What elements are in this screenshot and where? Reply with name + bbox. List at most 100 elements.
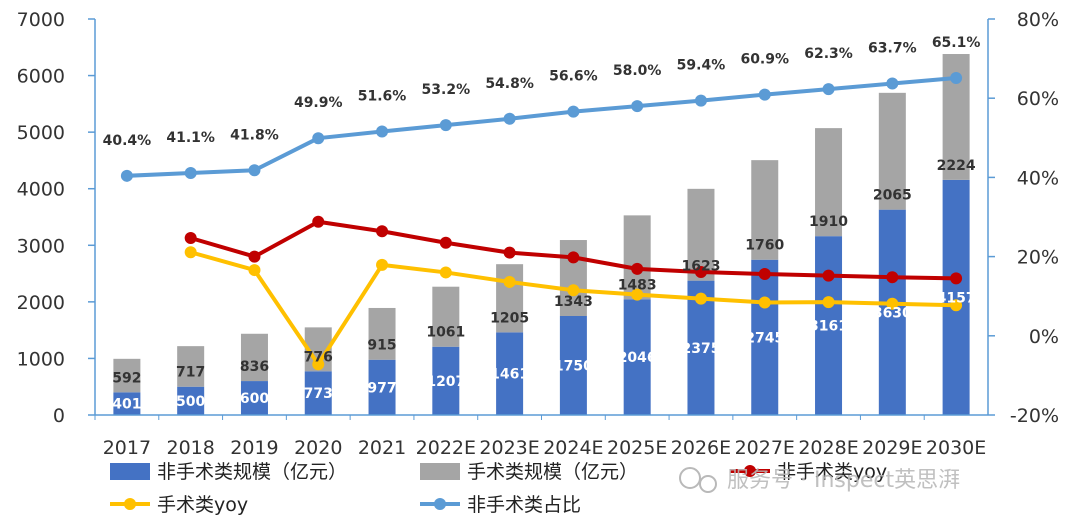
point-surgical-yoy (376, 258, 389, 271)
label-share-2021: 51.6% (358, 88, 407, 104)
line-share (126, 76, 957, 178)
point-surgical-yoy (758, 296, 771, 309)
y2tick-label: 0% (1029, 326, 1059, 348)
point-surgical-yoy (439, 266, 452, 279)
label-surgical-2020: 776 (304, 349, 333, 365)
ytick-label-0: 0 (53, 405, 65, 427)
watermark: 服务号 · Inspect英思湃 (679, 467, 960, 493)
bar-surgical-2025E (623, 215, 651, 300)
label-share-2029E: 63.7% (868, 41, 917, 57)
label-share-2028E: 62.3% (804, 46, 853, 62)
label-nonsurgical-2025E: 2046 (618, 350, 657, 366)
label-surgical-2026E: 1623 (681, 259, 720, 275)
bar-nonsurgical-2030E (942, 179, 970, 415)
labels-layer: 592 401 717 500 836 600 776 773 915 977 1061 1207 12… (103, 35, 981, 413)
legend-surgical-yoy-dot (124, 498, 136, 510)
point-share (758, 88, 771, 101)
label-surgical-2018: 717 (176, 365, 205, 381)
point-surgical-yoy (950, 299, 963, 312)
label-nonsurgical-2029E: 3630 (873, 305, 912, 321)
label-share-2022E: 53.2% (422, 82, 471, 98)
label-surgical-2021: 915 (367, 338, 396, 354)
bar-nonsurgical-2019 (240, 381, 268, 415)
legend-share-text: 非手术类占比 (467, 494, 581, 516)
label-nonsurgical-2019: 600 (240, 391, 269, 407)
label-nonsurgical-2022E: 1207 (426, 374, 465, 390)
legend-surgical-size-text: 手术类规模（亿元） (467, 461, 638, 483)
ytick-label-7000: 7000 (17, 9, 65, 31)
y2tick-label: -20% (1010, 405, 1059, 427)
label-surgical-2029E: 2065 (873, 188, 912, 204)
label-surgical-2019: 836 (240, 359, 269, 375)
point-share (503, 112, 516, 125)
label-nonsurgical-2028E: 3161 (809, 319, 848, 335)
point-nonsurgical-yoy (631, 262, 644, 275)
point-share (694, 94, 707, 107)
label-nonsurgical-2030E: 4157 (937, 290, 976, 306)
legend-nonsurgical-size-text: 非手术类规模（亿元） (157, 461, 347, 483)
point-share (439, 119, 452, 132)
ytick-label-3000: 3000 (17, 235, 65, 257)
xtick-label-2026E: 2026E (671, 437, 731, 459)
bar-nonsurgical-2025E (623, 299, 651, 415)
label-nonsurgical-2026E: 2375 (681, 341, 720, 357)
ytick-label-6000: 6000 (17, 66, 65, 88)
label-nonsurgical-2027E: 2745 (745, 330, 784, 346)
label-surgical-2017: 592 (112, 370, 141, 386)
label-share-2019: 41.8% (230, 127, 279, 143)
xtick-label-2030E: 2030E (926, 437, 986, 459)
bar-surgical-2018 (177, 346, 205, 387)
bar-surgical-2019 (240, 333, 268, 382)
y2tick-label: 40% (1017, 167, 1059, 189)
label-share-2023E: 54.8% (485, 76, 534, 92)
xtick-label-2022E: 2022E (416, 437, 476, 459)
bar-surgical-2017 (113, 358, 141, 393)
bar-nonsurgical-2022E (432, 346, 460, 415)
xtick-label-2028E: 2028E (798, 437, 858, 459)
point-share (376, 125, 389, 138)
point-nonsurgical-yoy (567, 251, 580, 264)
y2tick-label: 80% (1017, 9, 1059, 31)
label-share-2030E: 65.1% (932, 35, 981, 51)
xtick-label-2018: 2018 (166, 437, 214, 459)
bar-nonsurgical-2020 (304, 371, 332, 415)
point-nonsurgical-yoy (184, 231, 197, 244)
label-share-2017: 40.4% (103, 133, 152, 149)
bar-nonsurgical-2018 (177, 386, 205, 415)
point-nonsurgical-yoy (758, 268, 771, 281)
point-surgical-yoy (312, 358, 325, 371)
xtick-label-2027E: 2027E (735, 437, 795, 459)
legend: 非手术类规模（亿元） 手术类规模（亿元） 非手术类yoy 手术类yoy 非手术类占比 服务… (110, 461, 960, 516)
label-surgical-2030E: 2224 (937, 158, 976, 174)
label-surgical-2024E: 1343 (554, 294, 593, 310)
point-share (886, 77, 899, 90)
point-surgical-yoy (184, 246, 197, 259)
label-share-2026E: 59.4% (677, 58, 726, 74)
legend-nonsurgical-size-swatch (110, 463, 150, 480)
label-nonsurgical-2023E: 1461 (490, 367, 529, 383)
y2tick-label: 20% (1017, 247, 1059, 269)
xtick-label-2024E: 2024E (543, 437, 603, 459)
lines-layer (120, 72, 963, 371)
point-share (120, 169, 133, 182)
point-nonsurgical-yoy (439, 236, 452, 249)
label-share-2020: 49.9% (294, 95, 343, 111)
xtick-label-2023E: 2023E (479, 437, 539, 459)
bar-nonsurgical-2017 (113, 392, 141, 415)
legend-surgical-yoy-text: 手术类yoy (157, 494, 248, 516)
label-surgical-2027E: 1760 (745, 238, 784, 254)
bar-surgical-2021 (368, 307, 396, 360)
bar-nonsurgical-2027E (751, 259, 779, 415)
point-nonsurgical-yoy (822, 269, 835, 282)
point-share (631, 100, 644, 113)
point-share (248, 164, 261, 177)
bar-surgical-2027E (751, 160, 779, 260)
label-nonsurgical-2020: 773 (304, 386, 333, 402)
label-nonsurgical-2024E: 1750 (554, 359, 593, 375)
label-share-2018: 41.1% (166, 130, 215, 146)
ytick-label-4000: 4000 (17, 179, 65, 201)
watermark-text: 服务号 · Inspect英思湃 (727, 468, 960, 493)
point-surgical-yoy (886, 297, 899, 310)
bar-surgical-2023E (496, 264, 524, 333)
